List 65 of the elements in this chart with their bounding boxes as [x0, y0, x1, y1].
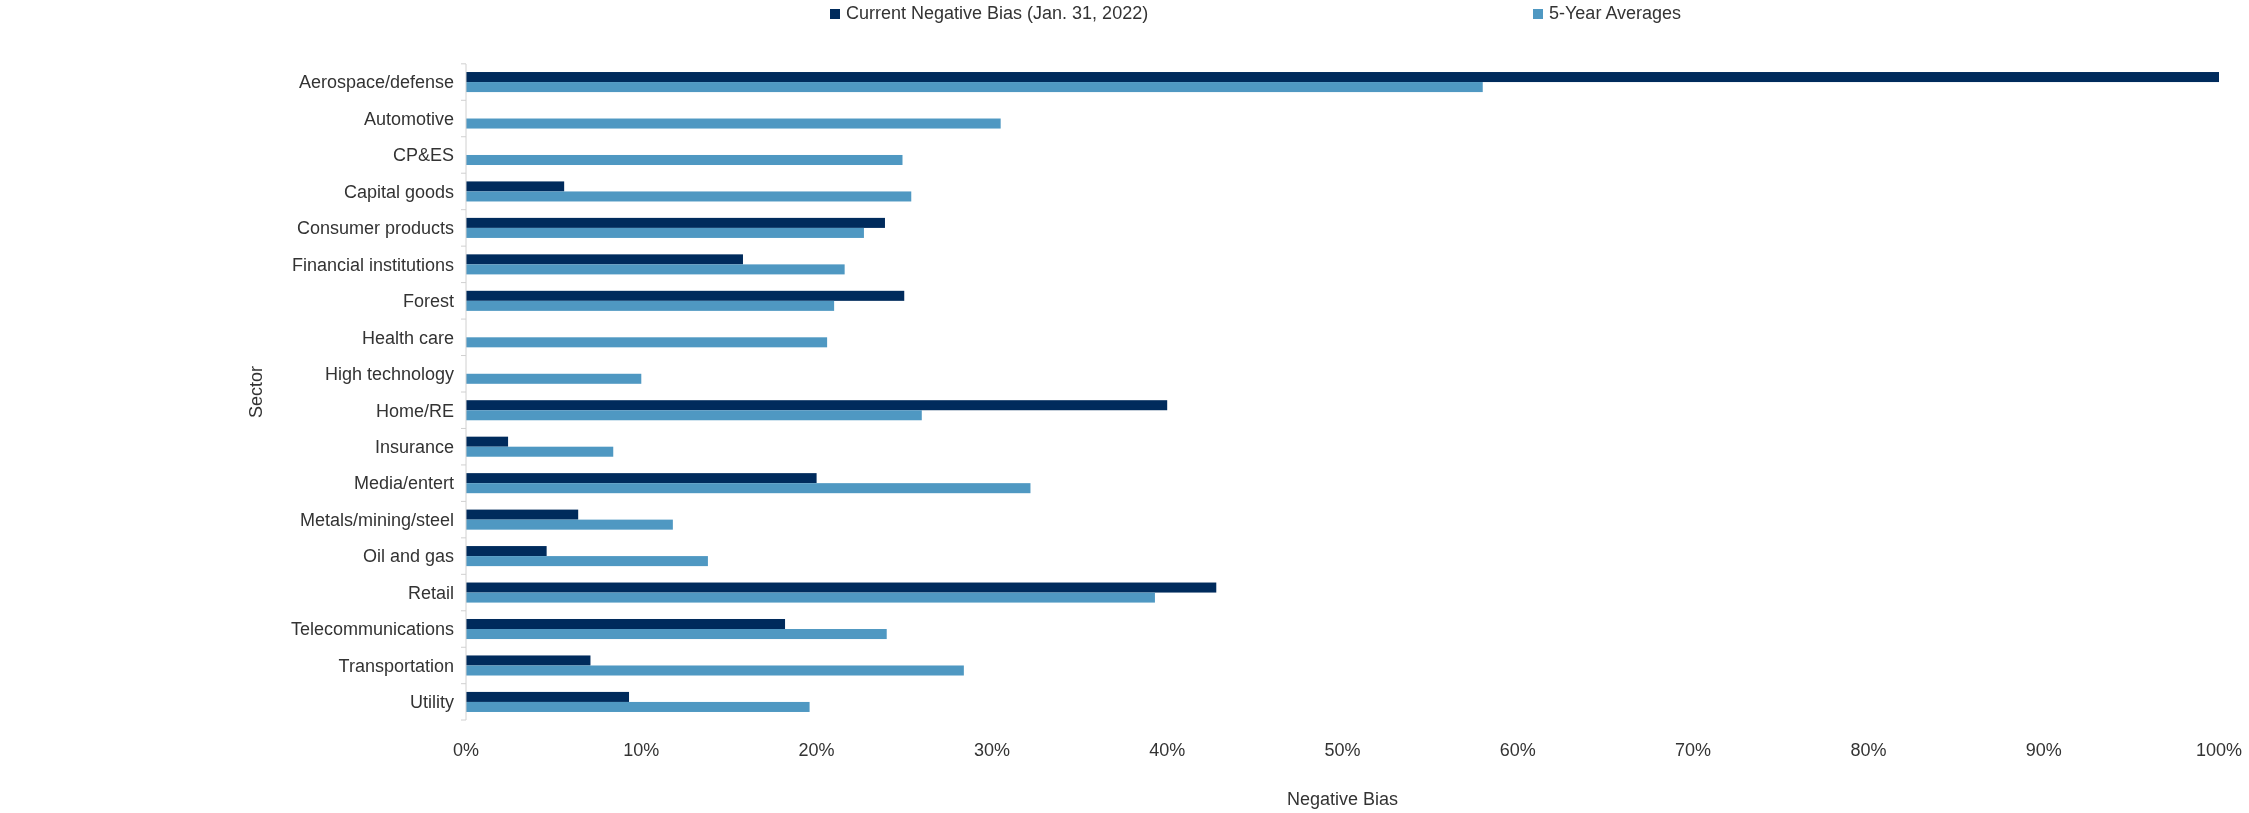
- bar: [466, 118, 1001, 129]
- y-tick-label: High technology: [324, 364, 454, 385]
- y-tick-label: Insurance: [374, 437, 454, 457]
- bar: [466, 191, 912, 202]
- bar: [466, 82, 1483, 93]
- bar: [466, 691, 630, 702]
- bar: [466, 181, 565, 192]
- y-tick-label: Home/RE: [375, 400, 454, 421]
- bar: [466, 655, 591, 666]
- y-tick-label: Oil and gas: [362, 546, 454, 567]
- bar: [466, 629, 887, 640]
- x-tick-label: 50%: [1324, 740, 1361, 760]
- bar: [466, 436, 509, 447]
- y-tick-label: Media/entert: [353, 473, 454, 494]
- bar: [466, 446, 614, 457]
- x-tick-label: 0%: [452, 740, 480, 760]
- x-tick-label: 10%: [623, 740, 660, 760]
- bar: [466, 227, 864, 238]
- x-tick-label: 20%: [798, 740, 835, 760]
- bar: [466, 154, 903, 166]
- x-tick-label: 60%: [1499, 740, 1536, 760]
- y-tick-label: Financial institutions: [291, 254, 454, 275]
- y-tick-label: Utility: [410, 692, 454, 713]
- bar: [466, 701, 810, 712]
- y-axis-title: Sector: [246, 365, 266, 419]
- bar: [466, 556, 708, 567]
- y-tick-label: Forest: [402, 291, 454, 312]
- y-tick-label: Automotive: [363, 108, 454, 129]
- y-tick-label: Aerospace/defense: [298, 72, 454, 93]
- x-tick-label: 30%: [973, 740, 1010, 760]
- bar: [466, 546, 547, 557]
- bar: [466, 254, 743, 265]
- bar: [466, 410, 922, 421]
- x-tick-label: 70%: [1675, 740, 1712, 760]
- y-tick-label: Metals/mining/steel: [299, 509, 454, 530]
- bar: [466, 300, 835, 311]
- bar: [466, 72, 2219, 83]
- bar: [466, 519, 673, 530]
- bar: [466, 509, 579, 520]
- bar: [466, 483, 1031, 494]
- y-tick-label: CP&ES: [392, 145, 454, 166]
- bar: [466, 264, 845, 275]
- legend-label: 5-Year Averages: [1549, 3, 1682, 23]
- x-tick-label: 100%: [2195, 740, 2243, 760]
- bar: [466, 373, 642, 384]
- bar: [466, 592, 1155, 603]
- bar: [466, 290, 905, 301]
- y-tick-label: Telecommunications: [290, 619, 454, 640]
- y-tick-label: Transportation: [338, 655, 454, 676]
- bar: [466, 665, 964, 676]
- x-axis-title: Negative Bias: [1286, 789, 1399, 809]
- bar: [466, 473, 817, 484]
- x-tick-label: 40%: [1149, 740, 1186, 760]
- bar: [466, 582, 1217, 593]
- x-tick-label: 90%: [2025, 740, 2062, 760]
- y-tick-label: Capital goods: [343, 181, 454, 202]
- bar: [466, 337, 828, 348]
- y-tick-label: Retail: [407, 582, 454, 603]
- bar: [466, 618, 786, 630]
- y-tick-label: Consumer products: [296, 218, 454, 239]
- legend-label: Current Negative Bias (Jan. 31, 2022): [846, 3, 1149, 23]
- bar: [466, 400, 1168, 411]
- y-tick-label: Health care: [361, 327, 454, 348]
- bar: [466, 217, 885, 228]
- x-tick-label: 80%: [1850, 740, 1887, 760]
